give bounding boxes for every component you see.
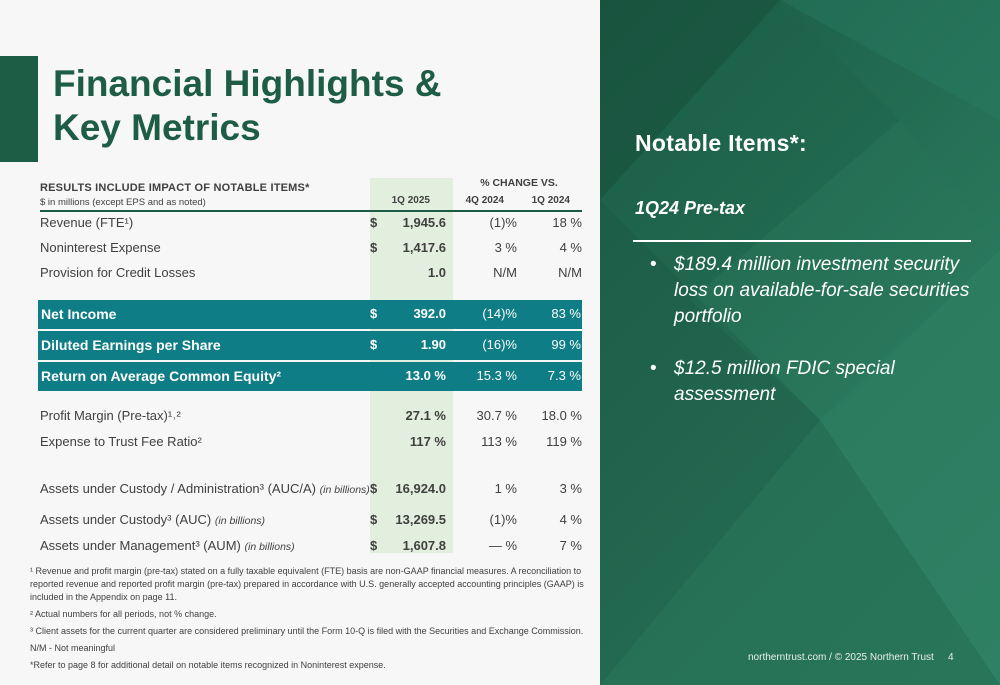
row-change-prev2: N/M <box>558 265 582 280</box>
table-row: Profit Margin (Pre-tax)¹˒² 27.1 % 30.7 %… <box>40 405 582 427</box>
table-header-units: $ in millions (except EPS and as noted) <box>40 197 206 208</box>
table-header-change-vs: % CHANGE VS. <box>480 177 558 189</box>
table-row: Provision for Credit Losses 1.0 N/M N/M <box>40 262 582 284</box>
bullet-icon: • <box>650 358 657 379</box>
row-currency: $ <box>370 512 378 527</box>
footnotes: ¹ Revenue and profit margin (pre-tax) st… <box>30 565 590 676</box>
row-change-prev2: 7 % <box>559 538 582 553</box>
row-current-value: 117 % <box>409 434 446 449</box>
column-header-current: 1Q 2025 <box>391 195 430 206</box>
notable-items-list: • $189.4 million investment security loss… <box>650 252 980 434</box>
page-title: Financial Highlights & Key Metrics <box>53 62 573 150</box>
row-currency: $ <box>370 481 378 496</box>
list-item-text: $189.4 million investment security loss … <box>674 254 970 327</box>
notable-items-subtitle: 1Q24 Pre-tax <box>635 198 746 218</box>
row-change-prev2: 3 % <box>559 481 582 496</box>
row-change-prev1: N/M <box>493 265 517 280</box>
row-currency: $ <box>370 337 378 352</box>
table-row: Assets under Management³ (AUM) (in billi… <box>40 535 582 557</box>
row-change-prev2: 119 % <box>546 434 582 449</box>
row-change-prev2: 99 % <box>551 337 581 352</box>
row-current-value: 1.90 <box>420 337 446 352</box>
footnote: ³ Client assets for the current quarter … <box>30 626 584 636</box>
row-label-text: Assets under Custody³ (AUC) <box>40 512 212 527</box>
table-row-highlight: Net Income $ 392.0 (14)% 83 % <box>38 300 582 329</box>
row-label-text: Assets under Custody / Administration³ (… <box>40 481 316 496</box>
row-change-prev2: 83 % <box>551 306 581 321</box>
footer-copyright: northerntrust.com / © 2025 Northern Trus… <box>748 652 934 663</box>
row-current-value: 392.0 <box>413 306 446 321</box>
list-item: • $189.4 million investment security loss… <box>650 252 980 330</box>
row-change-prev2: 18.0 % <box>541 408 582 423</box>
row-label: Assets under Management³ (AUM) (in billi… <box>40 538 295 553</box>
page-number: 4 <box>948 652 954 663</box>
row-currency: $ <box>370 538 378 553</box>
row-label: Profit Margin (Pre-tax)¹˒² <box>40 408 181 423</box>
row-label: Diluted Earnings per Share <box>41 337 221 353</box>
list-item-text: $12.5 million FDIC special assessment <box>674 358 895 405</box>
row-change-prev1: — % <box>488 538 517 553</box>
row-label-text: Assets under Management³ (AUM) <box>40 538 241 553</box>
footnote: *Refer to page 8 for additional detail o… <box>30 660 386 670</box>
row-label: Noninterest Expense <box>40 240 161 255</box>
row-label: Return on Average Common Equity² <box>41 368 282 384</box>
footnote: ² Actual numbers for all periods, not % … <box>30 609 217 619</box>
row-label-note: (in billions) <box>244 541 295 553</box>
table-row: Assets under Custody³ (AUC) (in billions… <box>40 509 582 531</box>
row-currency: $ <box>370 240 378 255</box>
row-change-prev1: (1)% <box>489 215 517 230</box>
row-current-value: 27.1 % <box>405 408 446 423</box>
row-current-value: 13,269.5 <box>395 512 446 527</box>
row-label: Expense to Trust Fee Ratio² <box>40 434 202 449</box>
list-item: • $12.5 million FDIC special assessment <box>650 356 980 408</box>
table-header-notable: RESULTS INCLUDE IMPACT OF NOTABLE ITEMS* <box>40 182 310 194</box>
row-currency: $ <box>370 306 378 321</box>
footnote: N/M - Not meaningful <box>30 643 116 653</box>
row-label: Assets under Custody / Administration³ (… <box>40 481 370 496</box>
row-label: Assets under Custody³ (AUC) (in billions… <box>40 512 265 527</box>
row-change-prev2: 4 % <box>559 240 582 255</box>
row-change-prev1: (16)% <box>482 337 517 352</box>
decorative-geometric-background <box>600 0 1000 685</box>
row-change-prev1: 30.7 % <box>476 408 517 423</box>
page-title-line-1: Financial Highlights & <box>53 63 442 104</box>
row-change-prev1: (1)% <box>489 512 517 527</box>
row-change-prev2: 18 % <box>552 215 582 230</box>
row-label-note: (in billions) <box>214 515 266 527</box>
bullet-icon: • <box>650 254 657 275</box>
table-row: Noninterest Expense $ 1,417.6 3 % 4 % <box>40 237 582 259</box>
row-current-value: 13.0 % <box>405 368 446 383</box>
row-change-prev1: (14)% <box>482 306 517 321</box>
header-divider <box>40 210 582 212</box>
column-header-prev1: 4Q 2024 <box>465 195 504 206</box>
table-row-highlight: Return on Average Common Equity² 13.0 % … <box>38 362 582 391</box>
row-currency: $ <box>370 215 378 230</box>
column-header-prev2: 1Q 2024 <box>531 195 570 206</box>
row-current-value: 1.0 <box>427 265 446 280</box>
subtitle-divider <box>633 240 971 242</box>
row-label: Provision for Credit Losses <box>40 265 196 280</box>
table-row-highlight: Diluted Earnings per Share $ 1.90 (16)% … <box>38 331 582 360</box>
row-current-value: 1,945.6 <box>402 215 446 230</box>
row-change-prev1: 15.3 % <box>476 368 517 383</box>
table-row: Expense to Trust Fee Ratio² 117 % 113 % … <box>40 431 582 453</box>
footnote: ¹ Revenue and profit margin (pre-tax) st… <box>30 566 584 602</box>
row-label: Net Income <box>41 306 117 322</box>
row-current-value: 16,924.0 <box>395 481 446 496</box>
row-change-prev1: 3 % <box>494 240 517 255</box>
row-change-prev2: 7.3 % <box>547 368 581 383</box>
row-current-value: 1,417.6 <box>402 240 446 255</box>
row-change-prev1: 1 % <box>494 481 517 496</box>
row-current-value: 1,607.8 <box>402 538 446 553</box>
row-label-note: (in billions) <box>319 484 370 496</box>
table-row: Assets under Custody / Administration³ (… <box>40 478 582 500</box>
row-change-prev1: 113 % <box>481 434 517 449</box>
page-title-line-2: Key Metrics <box>53 107 261 148</box>
table-row: Revenue (FTE¹) $ 1,945.6 (1)% 18 % <box>40 212 582 234</box>
notable-items-title: Notable Items*: <box>635 130 807 156</box>
row-label: Revenue (FTE¹) <box>40 215 134 230</box>
title-accent-bar <box>0 56 38 162</box>
row-change-prev2: 4 % <box>559 512 582 527</box>
notable-items-panel: Notable Items*: 1Q24 Pre-tax • $189.4 mil… <box>600 0 1000 685</box>
